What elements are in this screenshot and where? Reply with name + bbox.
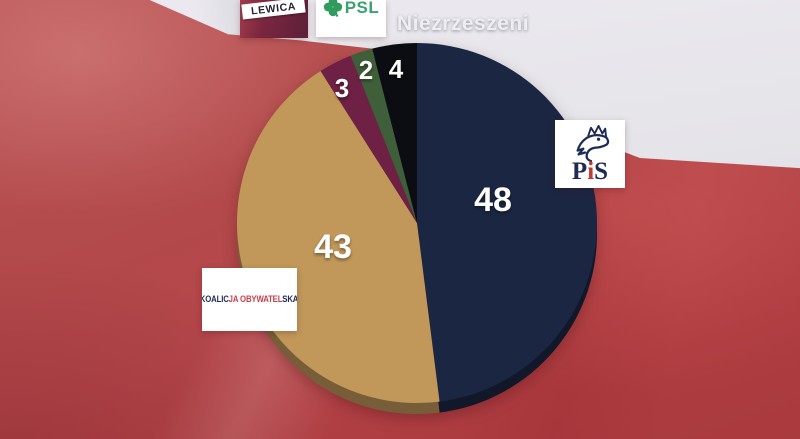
psl-logo-text: PSL	[344, 0, 380, 17]
ko-logo-text-part-3: OBYWATEL	[240, 294, 283, 305]
ko-logo-text: KOALICJA OBYWATELSKA	[202, 294, 297, 305]
pis-eagle-icon	[576, 124, 610, 162]
pis-logo-text-part-0: P	[571, 158, 588, 185]
ko-logo-text-part-1: JA	[229, 294, 239, 305]
pis-logo: PiS	[555, 120, 625, 188]
pie-slice-psl	[350, 48, 417, 223]
ko-logo-text-part-4: SKA	[282, 294, 297, 305]
psl-logo: PSL	[316, 0, 386, 37]
pie-slice-lewica	[320, 55, 417, 223]
pie-slice-niezrzeszeni	[372, 43, 417, 223]
ko-logo-text-part-0: KOALIC	[202, 294, 230, 305]
pie-slice-layer	[236, 43, 597, 403]
psl-clover-icon	[323, 0, 342, 17]
pis-logo-text-part-1: i	[587, 158, 595, 185]
pie-value-label-pis: 48	[474, 181, 512, 219]
ko-logo: KOALICJA OBYWATELSKA	[202, 268, 297, 331]
pie-value-label-psl: 2	[358, 55, 374, 85]
pie-value-label-koalicja-obywatelska: 43	[314, 228, 352, 266]
lewica-logo-text: LEWICA	[250, 0, 297, 18]
pie-value-label-lewica: 3	[334, 73, 350, 103]
lewica-logo: LEWICA	[240, 0, 308, 38]
pie-value-label-niezrzeszeni: 4	[388, 54, 404, 84]
pis-logo-text: PiS	[572, 159, 608, 184]
lewica-banner: LEWICA	[241, 0, 306, 20]
pie-slice-pis	[417, 43, 597, 402]
niezrzeszeni-label: Niezrzeszeni	[397, 12, 530, 35]
pis-logo-text-part-2: S	[594, 158, 609, 185]
